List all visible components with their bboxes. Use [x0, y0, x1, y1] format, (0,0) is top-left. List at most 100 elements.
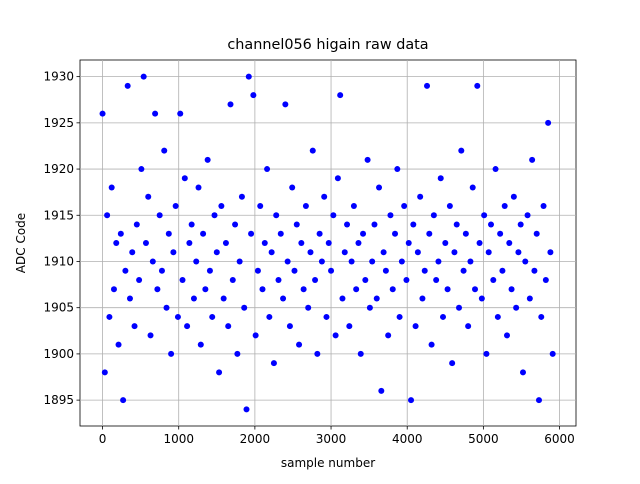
data-point: [472, 286, 479, 293]
y-tick-label: 1905: [43, 301, 74, 315]
data-point: [529, 156, 536, 163]
data-point: [218, 203, 225, 210]
data-point: [444, 286, 451, 293]
data-point: [373, 295, 380, 302]
x-tick-label: 6000: [544, 432, 575, 446]
data-point: [519, 369, 526, 376]
data-point: [225, 323, 232, 330]
data-point: [517, 221, 524, 228]
data-point: [227, 101, 234, 108]
data-point: [142, 240, 149, 246]
data-point: [170, 249, 177, 256]
data-point: [398, 258, 405, 265]
data-point: [433, 276, 440, 283]
data-point: [204, 156, 211, 163]
y-tick-label: 1910: [43, 254, 74, 268]
data-point: [282, 101, 289, 108]
data-point: [209, 313, 216, 320]
data-point: [490, 276, 497, 283]
data-point: [126, 295, 133, 302]
data-point: [234, 350, 241, 357]
data-point: [113, 240, 120, 246]
data-point: [106, 313, 113, 320]
data-point: [154, 286, 161, 293]
data-point: [280, 295, 287, 302]
data-point: [284, 258, 291, 265]
data-point: [337, 92, 344, 99]
x-tick-label: 4000: [392, 432, 423, 446]
data-point: [120, 397, 127, 404]
data-point: [348, 258, 355, 265]
data-point: [465, 323, 472, 330]
data-point: [229, 276, 236, 283]
data-point: [257, 203, 264, 210]
data-point: [140, 73, 147, 80]
data-point: [243, 406, 250, 413]
data-point: [405, 240, 412, 246]
data-point: [478, 295, 485, 302]
data-point: [136, 276, 143, 283]
data-point: [497, 230, 504, 237]
data-point: [435, 258, 442, 265]
data-point: [266, 313, 273, 320]
data-point: [364, 156, 371, 163]
data-point: [179, 276, 186, 283]
plot-frame: [79, 59, 577, 427]
data-point: [241, 304, 248, 311]
data-point: [440, 313, 447, 320]
data-point: [172, 203, 179, 210]
data-point: [117, 230, 124, 237]
data-point: [186, 240, 193, 246]
data-point: [417, 193, 424, 200]
data-point: [190, 295, 197, 302]
data-point: [476, 240, 483, 246]
data-point: [328, 267, 335, 274]
data-point: [442, 240, 449, 246]
data-point: [492, 166, 499, 173]
data-point: [149, 258, 156, 265]
data-point: [357, 350, 364, 357]
data-point: [302, 203, 309, 210]
data-point: [193, 258, 200, 265]
data-point: [366, 304, 373, 311]
data-point: [273, 212, 280, 219]
data-point: [206, 267, 213, 274]
data-point: [376, 184, 383, 191]
data-point: [403, 276, 410, 283]
data-point: [307, 249, 314, 256]
x-tick-label: 5000: [468, 432, 499, 446]
data-point: [446, 203, 453, 210]
data-point: [526, 295, 533, 302]
data-point: [451, 249, 458, 256]
data-point: [485, 249, 492, 256]
data-point: [419, 295, 426, 302]
data-point: [250, 92, 257, 99]
data-point: [314, 350, 321, 357]
data-point: [264, 166, 271, 173]
data-point: [163, 304, 170, 311]
data-point: [213, 249, 220, 256]
data-point: [453, 221, 460, 228]
y-axis-label: ADC Code: [14, 213, 28, 273]
data-point: [188, 221, 195, 228]
x-tick-label: 0: [99, 432, 107, 446]
data-point: [538, 313, 545, 320]
data-point: [195, 184, 202, 191]
y-tick-label: 1895: [43, 393, 74, 407]
data-point: [362, 276, 369, 283]
data-point: [501, 203, 508, 210]
data-point: [522, 258, 529, 265]
data-point: [115, 341, 122, 348]
data-point: [458, 147, 465, 154]
data-point: [549, 350, 556, 357]
data-point: [232, 221, 239, 228]
data-point: [238, 193, 245, 200]
data-point: [524, 212, 531, 219]
data-point: [385, 332, 392, 339]
data-point: [360, 230, 367, 237]
data-point: [412, 323, 419, 330]
data-point: [270, 360, 277, 367]
data-point: [382, 267, 389, 274]
data-point: [346, 323, 353, 330]
